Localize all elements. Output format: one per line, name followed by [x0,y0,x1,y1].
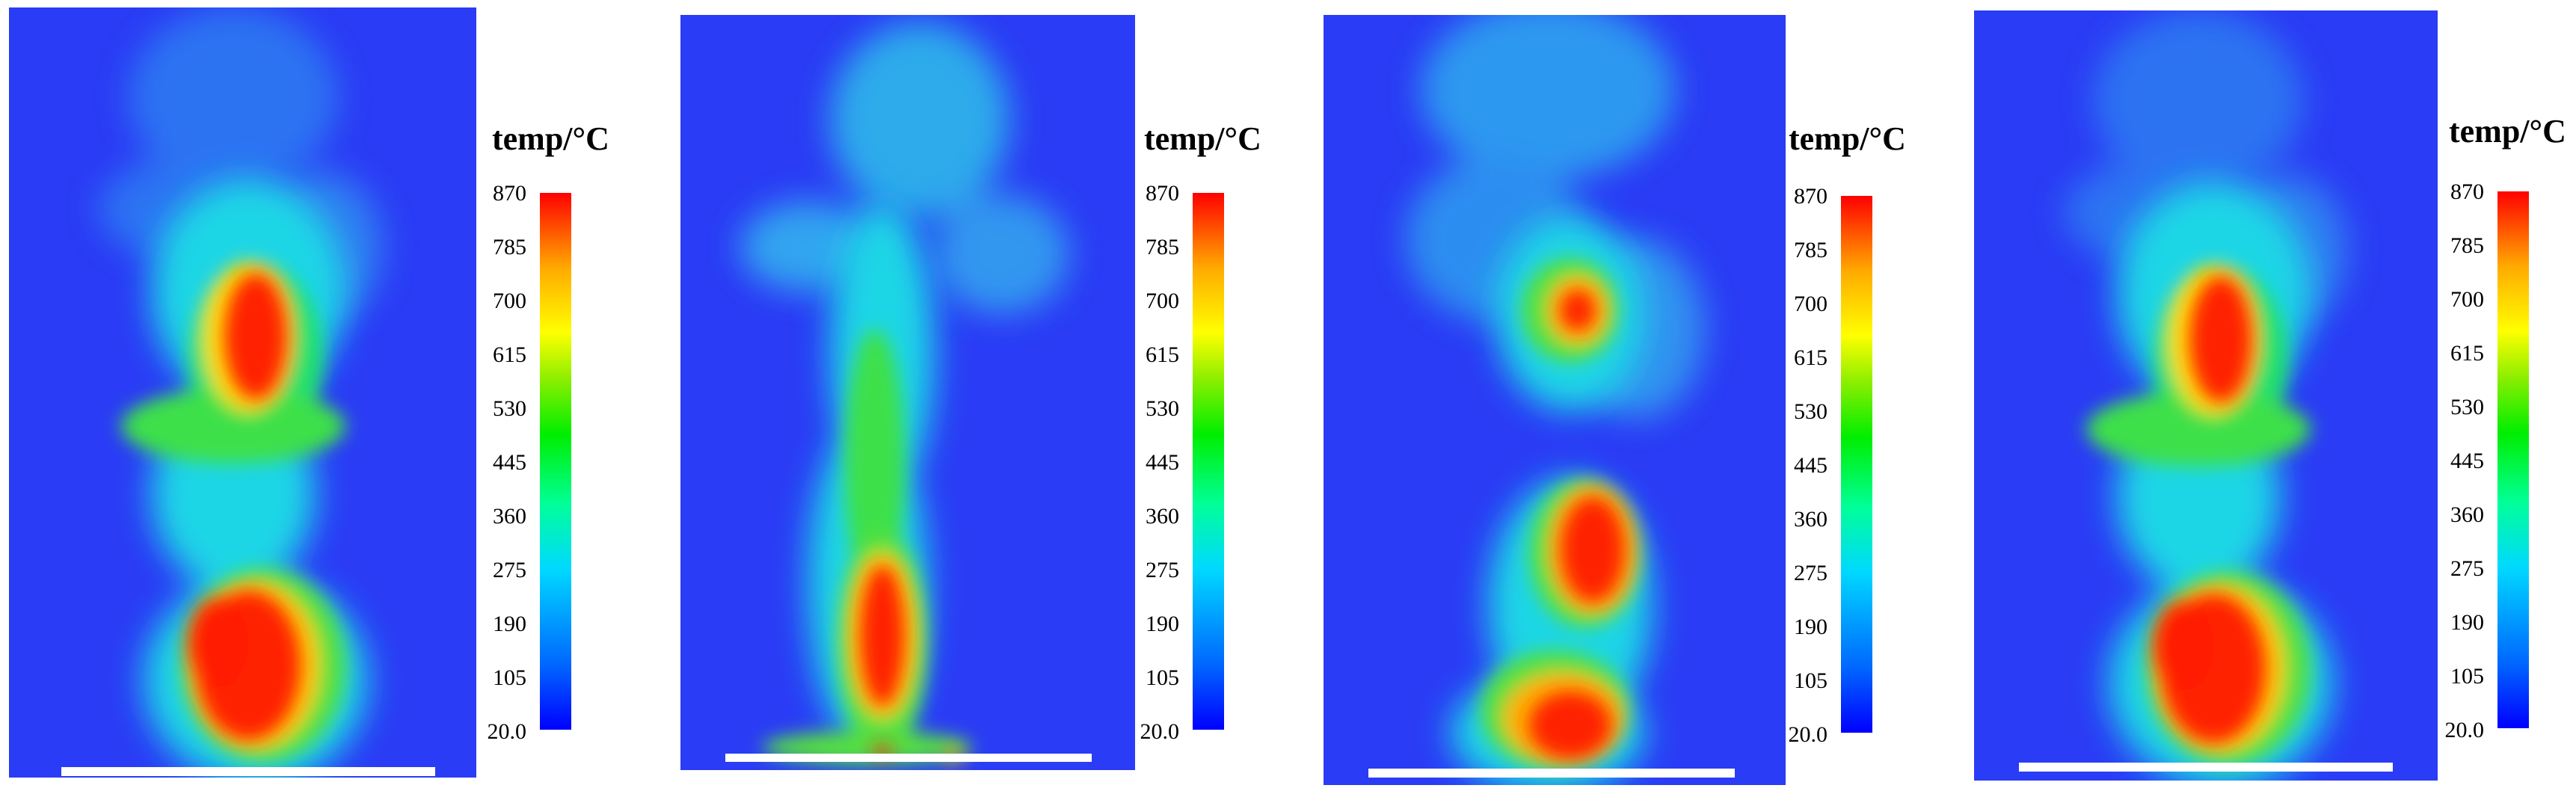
colorbar-tick: 105 [493,665,526,690]
flame-plume-2 [725,22,1092,764]
colorbar-tick: 20.0 [487,719,527,744]
colorbar-tick: 275 [493,558,526,582]
colorbar-gradient [2497,191,2529,728]
colorbar-tick: 190 [493,612,526,636]
colorbar-tick: 360 [1146,504,1179,529]
colorbar-tick: 360 [2450,502,2484,527]
colorbar-tick: 870 [493,181,526,206]
colorbar-tick: 445 [1794,453,1828,478]
colorbar-tick: 445 [493,450,526,475]
colorbar-tick: 360 [1794,507,1828,532]
colorbar-tick: 615 [1146,342,1179,367]
colorbar-title: temp/°C [2449,113,2566,150]
colorbar-tick: 615 [2450,341,2484,366]
colorbar-tick: 105 [1146,665,1179,690]
colorbar-title: temp/°C [1789,120,1906,157]
colorbar-tick: 785 [1146,235,1179,259]
colorbar-tick: 360 [493,504,526,529]
colorbar-tick: 275 [1146,558,1179,582]
colorbar-tick: 615 [1794,345,1828,370]
colorbar-tick: 445 [1146,450,1179,475]
colorbar-tick: 190 [1146,612,1179,636]
colorbar-tick: 275 [1794,561,1828,585]
colorbar-tick: 700 [1794,292,1828,316]
colorbar-tick: 105 [2450,664,2484,689]
colorbar-tick: 785 [1794,238,1828,262]
colorbar-title: temp/°C [492,120,609,157]
colorbar-tick: 870 [1794,184,1828,209]
colorbar-title: temp/°C [1144,120,1261,157]
temperature-field-plot-2 [680,15,1135,770]
temperature-field-plot-3 [1324,15,1786,785]
colorbar-tick: 530 [2450,395,2484,419]
colorbar-tick: 105 [1794,668,1828,693]
scale-bar [2019,763,2393,772]
colorbar-tick: 785 [493,235,526,259]
colorbar-tick: 615 [493,342,526,367]
colorbar-gradient [1841,196,1872,733]
colorbar-tick: 190 [1794,615,1828,639]
colorbar-gradient [540,193,571,730]
colorbar-tick: 870 [1146,181,1179,206]
colorbar-tick: 20.0 [1788,722,1828,747]
colorbar-tick: 700 [493,289,526,313]
flame-plume-1 [61,7,435,778]
colorbar-tick: 530 [1794,399,1828,424]
colorbar-tick: 700 [1146,289,1179,313]
scale-bar [725,754,1092,762]
temperature-field-plot-1 [9,7,476,778]
colorbar-tick: 530 [1146,396,1179,421]
colorbar-tick: 190 [2450,610,2484,635]
colorbar-tick: 445 [2450,449,2484,473]
colorbar-gradient [1193,193,1224,730]
colorbar-tick: 20.0 [2444,718,2485,742]
flame-plume-3 [1368,15,1735,785]
colorbar-tick: 530 [493,396,526,421]
colorbar-tick: 275 [2450,556,2484,581]
colorbar-tick: 20.0 [1140,719,1180,744]
scale-bar [61,767,435,776]
scale-bar [1368,769,1735,778]
colorbar-tick: 700 [2450,287,2484,312]
colorbar-tick: 870 [2450,179,2484,204]
temperature-field-plot-4 [1974,10,2438,781]
flame-plume-4 [2019,10,2393,781]
colorbar-tick: 785 [2450,233,2484,258]
